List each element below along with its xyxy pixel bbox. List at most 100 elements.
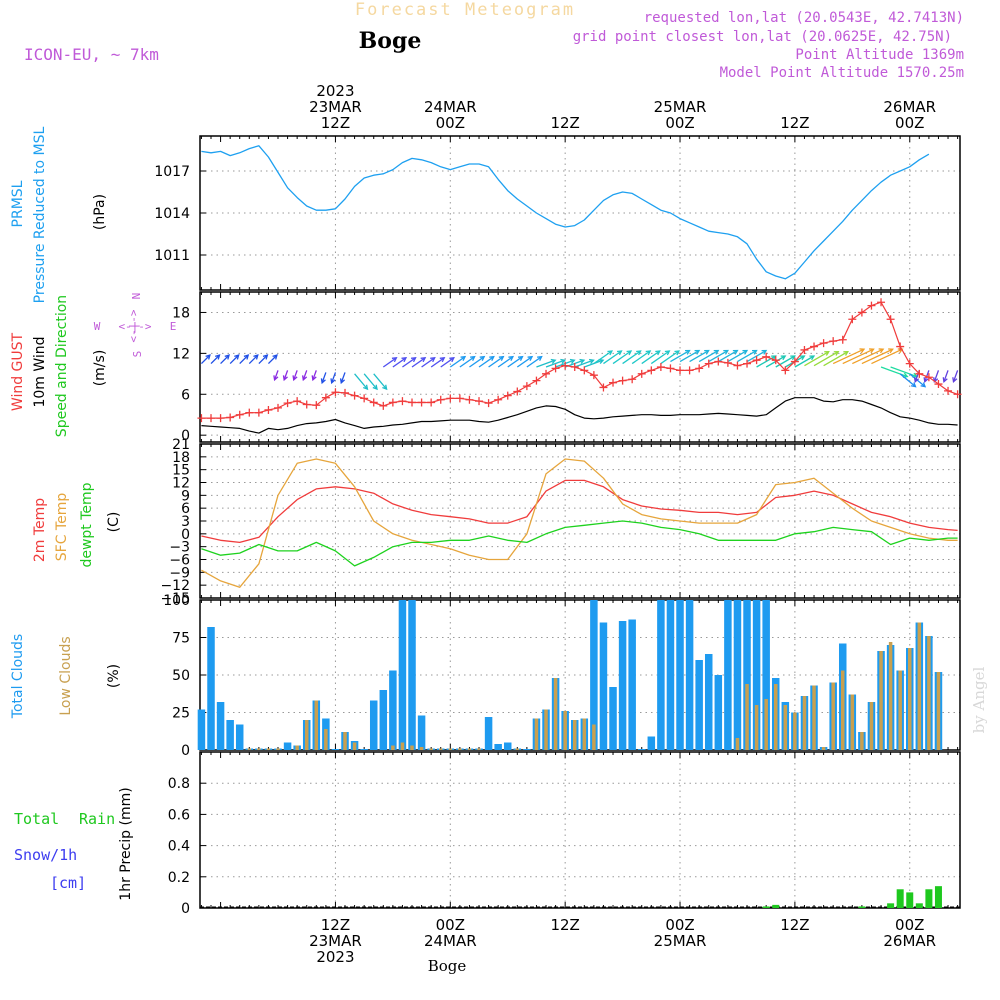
wind-arrow-shaft [603,350,622,365]
wind-arrow-shaft [210,354,220,365]
wind-arrow-head [713,349,720,355]
wind-ytick-label: 0 [181,428,190,444]
temp-unit: (C) [106,512,122,533]
wind-gust-marker [819,339,828,348]
total-cloud-bar [695,660,703,750]
clouds-unit: (%) [106,664,122,688]
wind-arrow-shaft [267,354,278,365]
wind-ytick-label: 18 [172,305,190,321]
wind-arrow-head [704,349,710,355]
wind-arrow-shaft [574,359,594,368]
wind-arrow-head [470,355,476,361]
low-cloud-bar [458,748,462,750]
total-cloud-bar [714,675,723,750]
wind-arrow-shaft [283,370,289,381]
wind-arrow-head [489,355,495,361]
wind-arrow-shaft [746,349,767,363]
wind-arrow-head [420,357,427,363]
wind-arrow-head [382,384,388,391]
wind-arrow [708,349,729,363]
pressure-label-2: Pressure Reduced to MSL [32,126,48,303]
total-cloud-bar [389,670,397,750]
wind-gust-marker [934,380,943,389]
wind-gust-marker [532,376,541,385]
time-label-top: 12Z [321,114,350,132]
wind-gust-marker [417,398,426,407]
wind-arrow-head [843,350,850,356]
wind-10m-label: 10m Wind [32,336,48,407]
total-cloud-bar [618,621,627,750]
wind-arrow-shaft [660,350,680,365]
wind-gust-marker [877,298,886,307]
temperature-ytick-label: 21 [172,437,190,453]
wind-gust-marker [427,398,436,407]
wind-dir-label: Speed and Direction [54,295,70,437]
wind-arrow-head [339,378,346,385]
time-label-bottom: 23MAR [309,932,362,950]
precip-bar [906,892,914,908]
wind-gust-marker [838,335,847,344]
wind-arrow [660,350,681,365]
wind-arrow [258,354,269,365]
total-cloud-bar [752,600,761,750]
clouds-ytick-label: 75 [172,631,190,647]
wind-arrow-head [913,377,920,383]
precip-ytick-label: 0.2 [168,870,190,886]
precip-bar [772,904,780,908]
clouds-ytick-label: 50 [172,668,190,684]
wind-gust-marker [848,315,857,324]
precip-ytick-label: 0.8 [168,776,190,792]
low-cloud-bar [783,705,788,750]
pressure-ytick-label: 1011 [154,248,190,264]
wind-arrow-shaft [794,355,815,368]
total-cloud-bar [647,736,656,750]
total-cloud-bar [733,600,742,750]
wind-arrow-head [799,355,806,361]
wind-gust-marker [455,394,464,403]
clouds-frame [199,599,961,751]
wind-arrow [469,355,486,368]
low-cloud-bar [553,678,558,750]
total-cloud-bar [657,600,665,750]
wind-gust-marker [408,398,417,407]
wind-arrow-head [301,375,308,382]
total-cloud-bar [484,717,493,750]
low-cloud-bar [400,742,405,750]
wind-arrow-shaft [861,348,893,365]
wind-arrow-head [910,382,917,388]
precip-ytick-label: 0 [181,901,190,917]
wind-arrow [392,357,408,368]
wind-arrow-head [674,350,681,356]
clouds-ytick-label: 100 [163,593,190,609]
wind-gust-marker [810,342,819,351]
wind-arrow-shaft [871,348,903,365]
time-label-bottom: 00Z [895,916,924,934]
total-cloud-bar [609,687,617,750]
wind-arrow [507,355,524,368]
time-label-top: 25MAR [654,98,707,116]
wind-gust-marker [857,308,866,317]
wind-gust-marker [283,399,292,408]
precip-labels: Total Rain Snow/1h [cm] 1hr Precip (mm) [14,787,134,900]
wind-arrow [852,348,885,365]
pressure-frame [199,135,961,291]
wind-arrow [899,373,917,388]
wind-arrow-head [824,350,830,356]
wind-arrow [536,358,557,368]
watermark: by Angel [970,666,988,733]
plot-layer: 101110141017061218−15−12−9−6−30369121518… [154,82,962,966]
wind-arrow [717,349,739,363]
wind-arrow [339,372,346,385]
requested-coords: requested lon,lat (20.0543E, 42.7413N) [644,10,964,26]
low-cloud-bar [410,745,414,750]
total-cloud-bar [590,600,598,750]
wind-arrow [210,354,221,365]
time-label-top: 2023 [316,82,354,100]
point-altitude: Point Altitude 1369m [795,47,964,63]
wind-gust-marker [350,391,359,400]
time-label-bottom: 00Z [436,916,465,934]
time-label-bottom: 12Z [550,916,579,934]
wind-arrow [861,348,894,365]
wind-arrow-head [732,349,739,355]
